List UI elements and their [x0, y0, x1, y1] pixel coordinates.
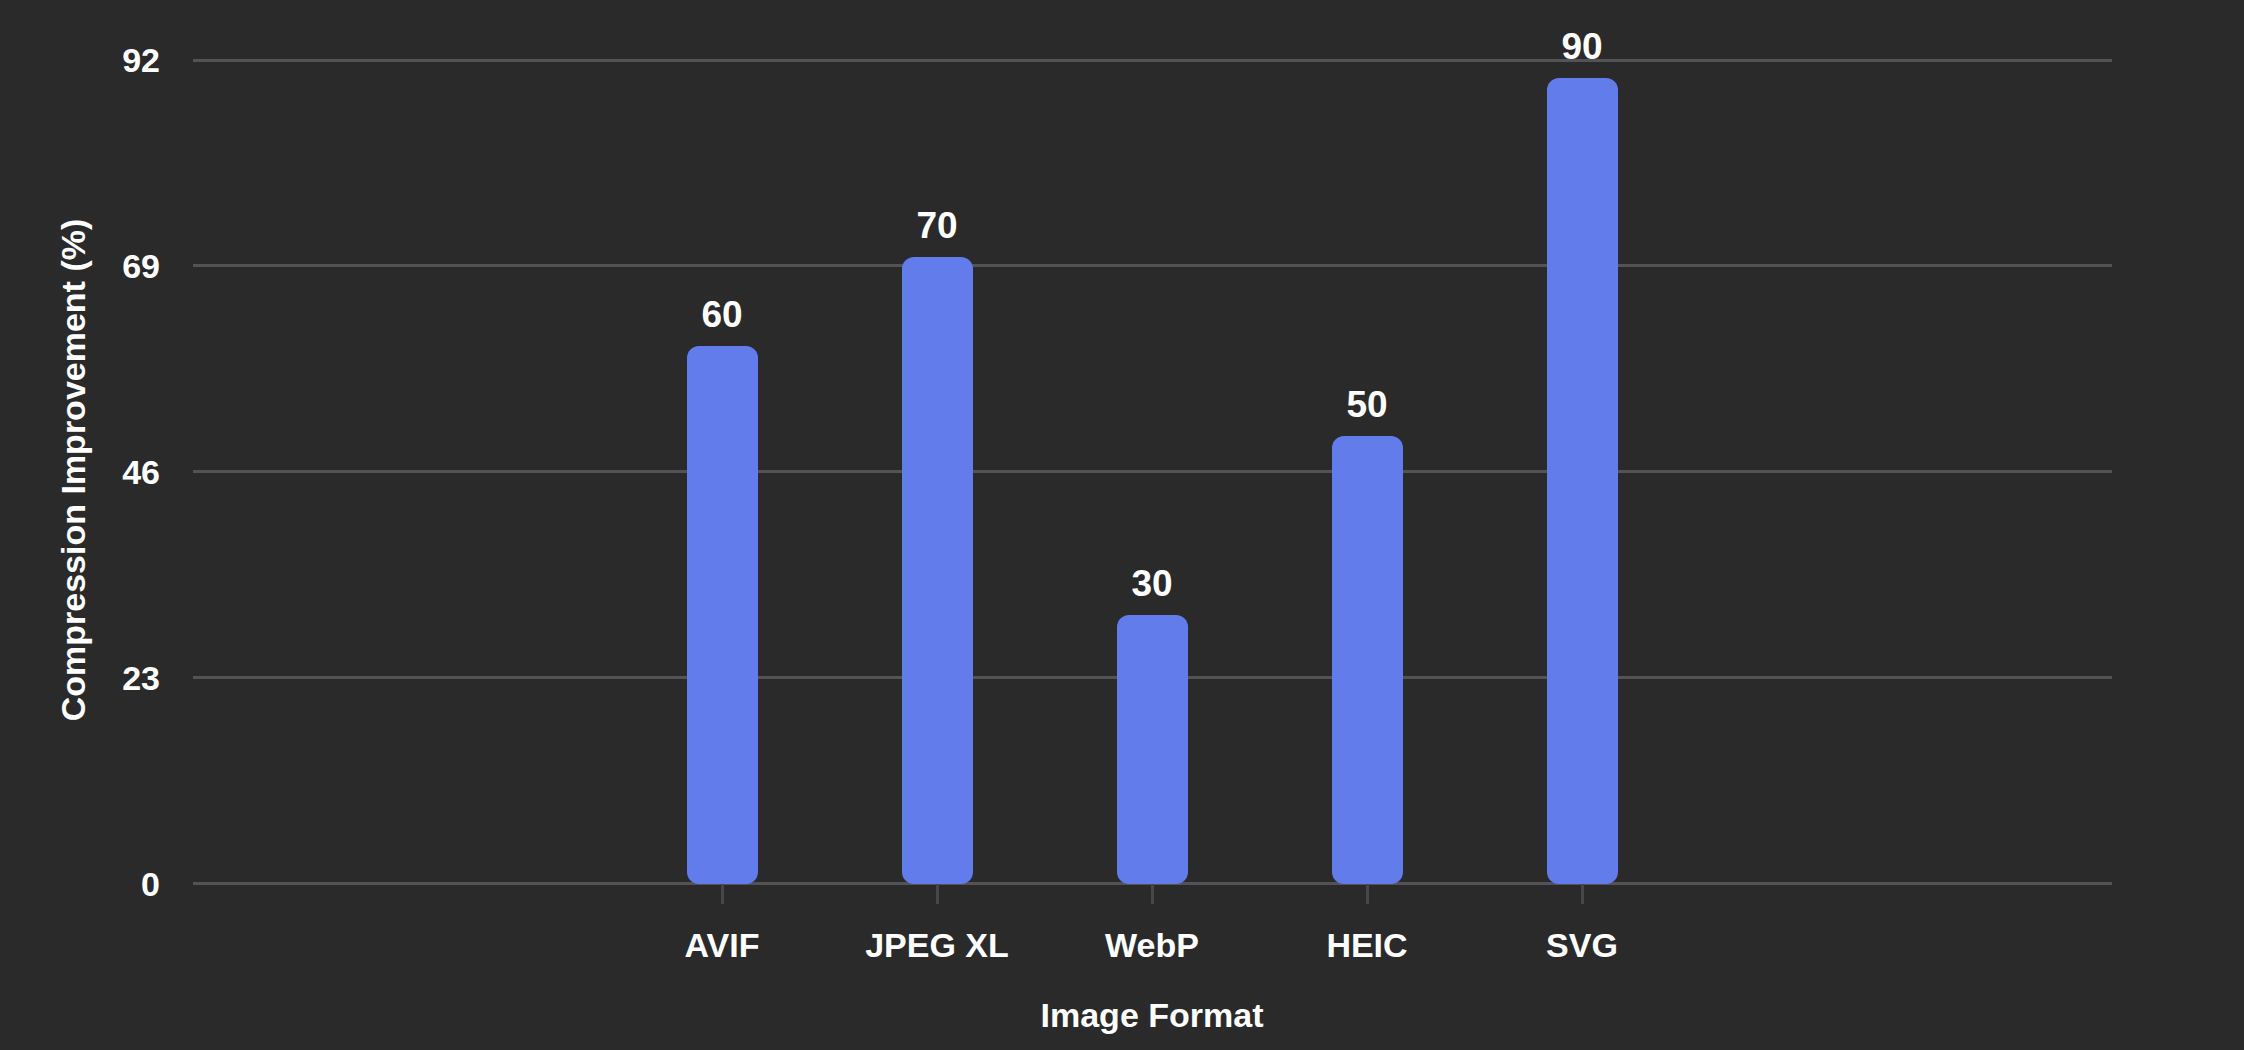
- bar-chart: 023466992 60AVIF70JPEG XL30WebP50HEIC90S…: [0, 0, 2244, 1050]
- bar-svg: [1547, 78, 1618, 885]
- bar-value-label: 70: [837, 207, 1037, 244]
- x-tick-label: SVG: [1432, 928, 1732, 962]
- gridline: [193, 264, 2112, 267]
- x-axis-title: Image Format: [1041, 998, 1264, 1032]
- bar-value-label: 60: [622, 296, 822, 333]
- y-axis-title: Compression Improvement (%): [56, 219, 90, 722]
- gridline: [193, 59, 2112, 62]
- bar-value-label: 90: [1482, 28, 1682, 65]
- y-tick-label: 92: [20, 43, 160, 77]
- gridline: [193, 470, 2112, 473]
- y-tick-label: 0: [20, 867, 160, 901]
- bar-avif: [687, 346, 758, 884]
- bar-value-label: 50: [1267, 386, 1467, 423]
- bar-heic: [1332, 436, 1403, 885]
- x-axis-tick-mark: [1366, 884, 1369, 904]
- bar-jpeg-xl: [902, 257, 973, 885]
- x-axis-tick-mark: [1581, 884, 1584, 904]
- x-axis-tick-mark: [1151, 884, 1154, 904]
- x-axis-tick-mark: [721, 884, 724, 904]
- bar-value-label: 30: [1052, 565, 1252, 602]
- x-axis-tick-mark: [936, 884, 939, 904]
- bar-webp: [1117, 615, 1188, 885]
